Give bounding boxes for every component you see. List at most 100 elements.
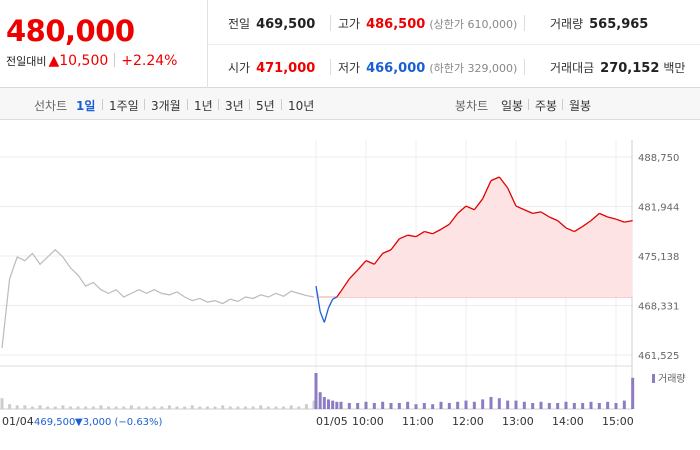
y-tick-label: 488,750 [638,153,679,164]
y-tick-label: 481,944 [638,202,679,213]
volume-bar [304,404,308,409]
stat-label: 거래대금 [550,61,595,75]
volume-bar [244,406,248,409]
volume-bar [514,400,518,409]
volume-bar [236,406,240,409]
volume-bar [282,406,286,409]
volume-bar [347,403,351,409]
stat-prev-close: 전일 469,500 [228,15,315,32]
divider [330,15,331,31]
volume-bar [61,405,65,409]
today-line-segment [327,298,334,309]
volume-bar [137,406,141,409]
volume-bar [289,405,293,409]
stat-volume: 거래량 565,965 [550,15,648,32]
today-line-segment [323,307,330,323]
volume-bars [0,373,635,409]
prev-day-line [1,248,315,348]
period-1y[interactable]: 1년 [194,99,213,113]
stat-high: 고가 486,500 (상한가 610,000) [338,15,517,32]
x-tick-label: 01/05 [316,415,348,428]
stat-low: 저가 466,000 (하한가 329,000) [338,59,517,76]
stat-value: 471,000 [256,61,316,76]
volume-legend: 거래량 [658,373,686,385]
change-label: 전일대비 [6,55,47,68]
period-3m[interactable]: 3개월 [151,99,181,113]
volume-bar [606,401,610,409]
divider [114,53,116,67]
volume-bar [406,401,410,409]
volume-bar [15,405,19,409]
prev-change-value: ▼3,000 (−0.63%) [75,417,163,428]
today-line-segment [573,225,584,233]
volume-bar [531,403,535,409]
volume-bar [190,405,194,409]
volume-bar [312,400,316,409]
upper-limit: (상한가 610,000) [429,18,518,31]
volume-legend-swatch [652,374,655,383]
volume-bar [431,404,435,409]
volume-bar [597,403,601,409]
today-line-segment [532,211,542,215]
volume-bar [631,377,635,409]
divider [187,99,188,110]
price-box: 480,000 전일대비 ▲10,500 +2.24% [0,0,208,88]
volume-bar [145,406,149,409]
volume-bar [539,401,543,409]
today-line-segment [365,260,375,265]
volume-bar [107,406,111,409]
divider [524,15,525,31]
volume-bar [167,405,171,409]
volume-bar [76,406,80,409]
period-1d[interactable]: 1일 [76,99,96,113]
y-tick-label: 461,525 [638,351,679,362]
volume-bar [122,406,126,409]
y-tick-label: 475,138 [638,252,679,263]
stat-amount: 거래대금 270,152 백만 [550,59,685,76]
change-percent: +2.24% [121,53,178,69]
volume-bar [68,406,72,409]
prev-close-value: 469,500 [34,417,75,428]
volume-bar [472,401,476,409]
volume-bar [322,397,326,409]
volume-bar [198,406,202,409]
divider [144,99,145,110]
stat-label: 시가 [228,61,251,75]
volume-bar [622,400,626,409]
x-tick-label: 12:00 [452,415,484,428]
today-line-segment [440,223,450,230]
candle-weekly[interactable]: 주봉 [535,99,558,113]
period-1w[interactable]: 1주일 [109,99,139,113]
volume-bar [364,401,368,409]
volume-bar [372,403,376,409]
period-3y[interactable]: 3년 [225,99,244,113]
candle-monthly[interactable]: 월봉 [569,99,592,113]
summary-header: 480,000 전일대비 ▲10,500 +2.24% 전일 469,500 고가 48… [0,0,700,88]
period-5y[interactable]: 5년 [256,99,275,113]
volume-bar [506,400,510,409]
stat-value: 270,152 [600,61,660,76]
volume-bar [381,401,385,409]
today-line-segment [340,278,350,292]
stat-label: 저가 [338,61,361,75]
divider [218,99,219,110]
volume-bar [38,405,42,409]
volume-bar [556,403,560,409]
volume-bar [422,403,426,409]
volume-bar [251,406,255,409]
volume-bar [99,405,103,409]
volume-bar [23,405,27,409]
chart-labels: 488,750 481,944 475,138 468,331 461,525 거래량 01… [2,153,686,428]
change-row: 전일대비 ▲10,500 +2.24% [6,53,177,69]
volume-bar [497,398,501,409]
volume-bar [447,403,451,409]
today-line-segment [448,212,459,225]
candle-daily[interactable]: 일봉 [501,99,524,113]
period-10y[interactable]: 10년 [288,99,315,113]
volume-bar [335,401,339,409]
volume-bar [456,401,460,409]
lower-limit: (하한가 329,000) [429,62,518,75]
up-arrow-icon: ▲ [48,53,60,69]
today-line-segment [599,212,608,218]
